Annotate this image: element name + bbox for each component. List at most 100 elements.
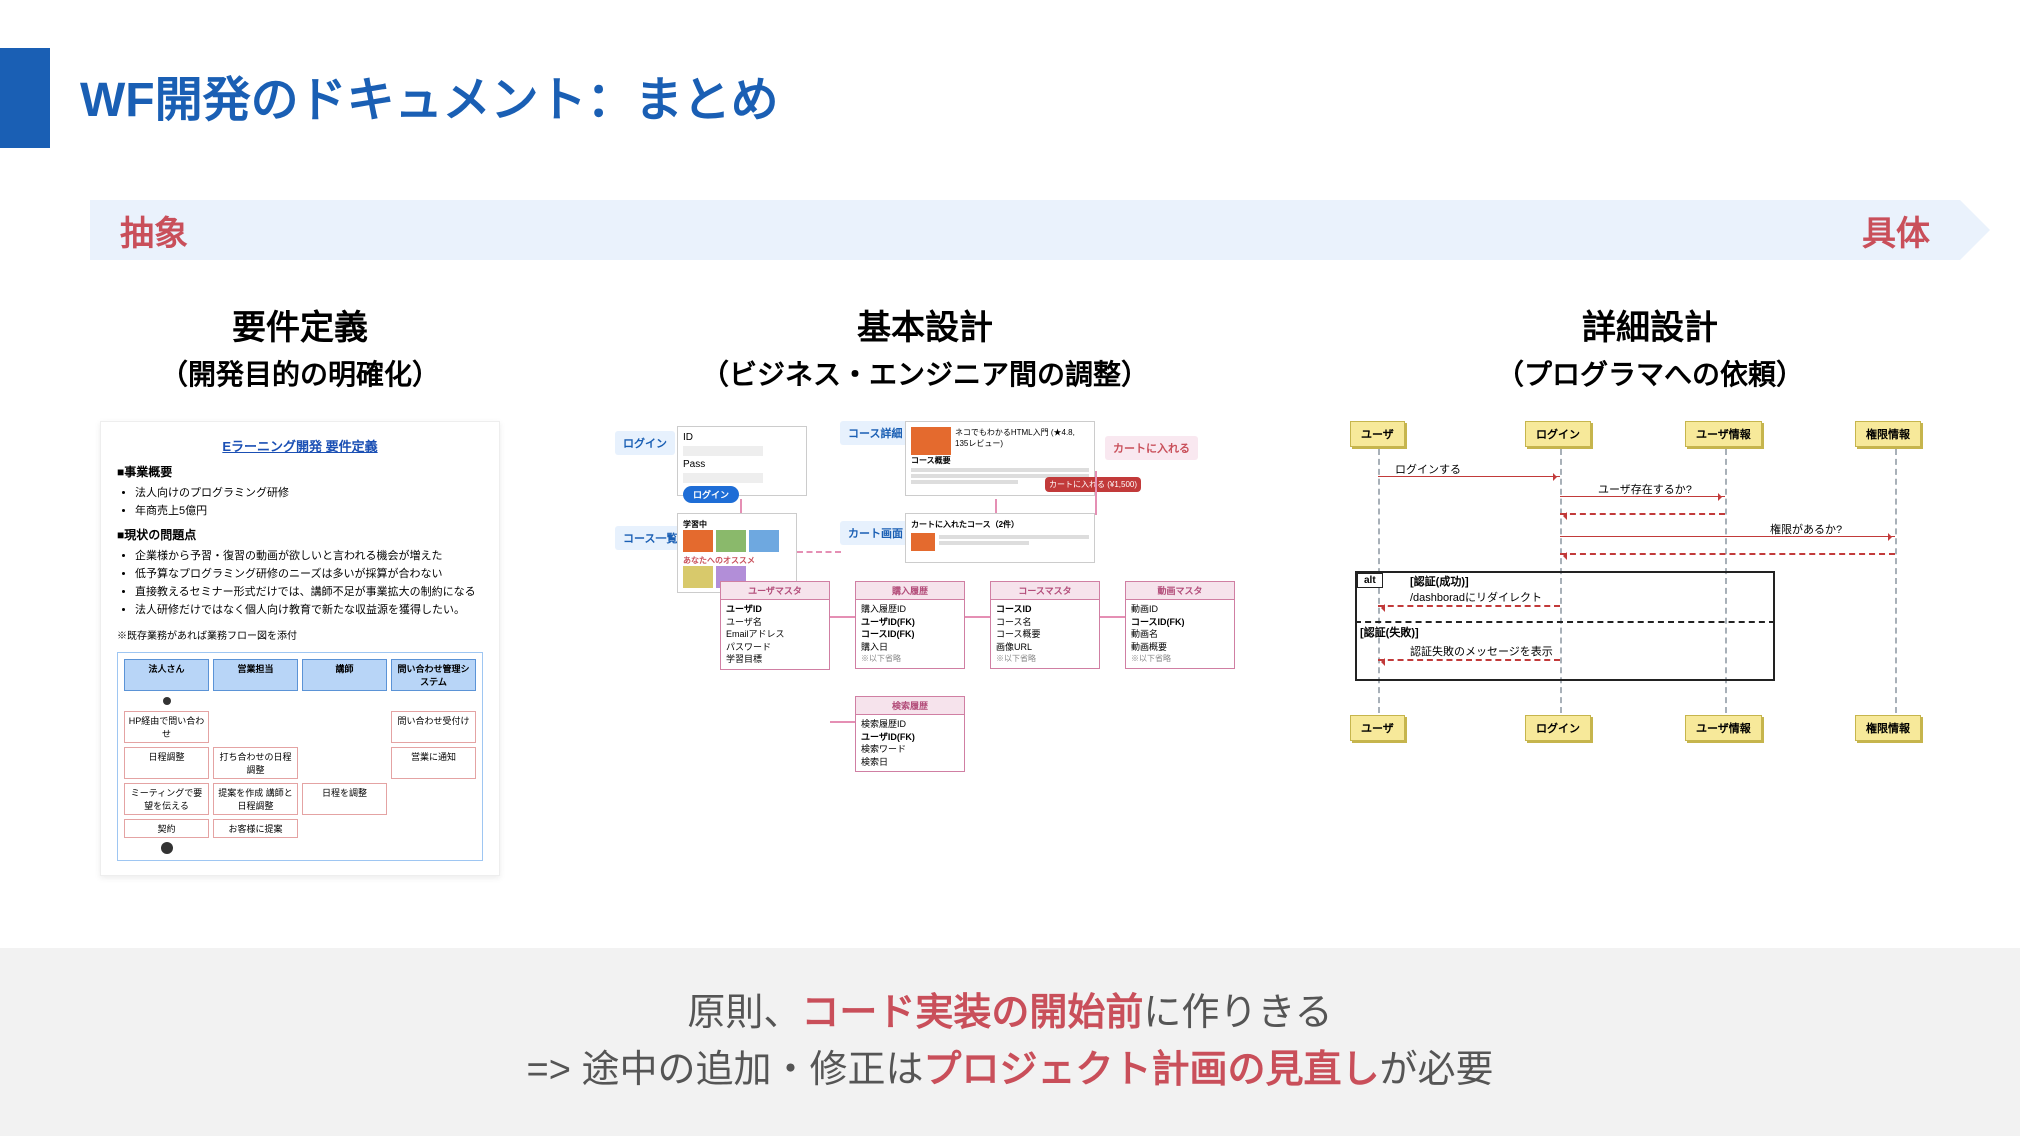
footer-line2: => 途中の追加・修正はプロジェクト計画の見直しが必要 (527, 1042, 1494, 1099)
er-buy: 購入履歴 購入履歴ID ユーザID(FK) コースID(FK) 購入日 ※以下省… (855, 581, 965, 669)
footer-l1a: 原則、 (687, 992, 801, 1034)
actor-login-b: ログイン (1525, 715, 1591, 741)
col3-heading: 詳細設計 (1582, 300, 1718, 349)
er-row: 購入日 (861, 641, 959, 654)
flow-start (124, 695, 209, 707)
footer-l2c: が必要 (1379, 1049, 1493, 1091)
login-pass-label: Pass (683, 459, 705, 470)
alt-ng: [認証(失敗)] (1360, 624, 1419, 640)
er-row: 動画名 (1131, 628, 1229, 641)
title-accent-bar (0, 48, 50, 148)
flow-cell: 打ち合わせの日程調整 (213, 747, 298, 779)
doc-sec2-item: 企業様から予習・復習の動画が欲しいと言われる機会が増えた (135, 547, 483, 563)
sequence-diagram: ユーザ ログイン ユーザ情報 権限情報 ユーザ ログイン ユーザ情報 権限情報 … (1350, 421, 1950, 741)
flow-cell: ミーティングで要望を伝える (124, 783, 209, 815)
flow-end (124, 842, 209, 854)
flow-cell: 問い合わせ受付け (391, 711, 476, 743)
er-row: 画像URL (996, 641, 1094, 654)
basic-design-thumb: ログイン ID Pass ログイン コース詳細 ネコでもわかるHTML入門 (★… (615, 421, 1235, 811)
footer-l2b: プロジェクト計画の見直し (923, 1049, 1379, 1091)
column-basic-design: 基本設計 （ビジネス・エンジニア間の調整） ログイン ID Pass ログイン … (605, 300, 1245, 876)
er-row: コースID(FK) (1131, 616, 1229, 629)
footer-l1b: コード実装の開始前 (801, 992, 1143, 1034)
column-requirements: 要件定義 （開発目的の明確化） Eラーニング開発 要件定義 ■事業概要 法人向け… (90, 300, 510, 876)
label-add-cart: カートに入れる (1105, 436, 1198, 460)
footer-strip: 原則、コード実装の開始前に作りきる => 途中の追加・修正はプロジェクト計画の見… (0, 948, 2020, 1136)
column-detail-design: 詳細設計 （プログラマへの依頼） ユーザ ログイン ユーザ情報 権限情報 ユーザ… (1340, 300, 1960, 876)
er-row: コースID (996, 603, 1094, 616)
er-row: コース名 (996, 616, 1094, 629)
er-course: コースマスタ コースID コース名 コース概要 画像URL ※以下省略 (990, 581, 1100, 669)
er-row: 購入履歴ID (861, 603, 959, 616)
col1-sub: （開発目的の明確化） (160, 353, 440, 393)
er-row: ※以下省略 (861, 653, 959, 664)
er-user: ユーザマスタ ユーザID ユーザ名 Emailアドレス パスワード 学習目標 (720, 581, 830, 670)
er-row: パスワード (726, 641, 824, 654)
er-row: ※以下省略 (1131, 653, 1229, 664)
actor-userinfo-b: ユーザ情報 (1685, 715, 1762, 741)
label-login: ログイン (615, 431, 675, 455)
label-course-list: コース一覧 (615, 526, 685, 550)
flow-head: 講師 (302, 659, 387, 691)
studying-label: 学習中 (683, 519, 791, 530)
label-cart: カート画面 (840, 521, 911, 545)
col2-sub: （ビジネス・エンジニア間の調整） (701, 353, 1149, 393)
doc-sec2-item: 直接教えるセミナー形式だけでは、講師不足が事業拡大の制約になる (135, 583, 483, 599)
cart-panel: カートに入れたコース（2件） (905, 513, 1095, 563)
label-course-detail: コース詳細 (840, 421, 910, 445)
er-row: 検索ワード (861, 743, 959, 756)
doc-sec1: ■事業概要 (117, 463, 483, 480)
er-buy-title: 購入履歴 (856, 582, 964, 600)
er-user-title: ユーザマスタ (721, 582, 829, 600)
flow-head: 営業担当 (213, 659, 298, 691)
er-row: コースID(FK) (861, 628, 959, 641)
msg-perm-label: 権限があるか? (1770, 521, 1842, 537)
er-row: 動画ID (1131, 603, 1229, 616)
er-search: 検索履歴 検索履歴ID ユーザID(FK) 検索ワード 検索日 (855, 696, 965, 772)
alt-divider (1355, 621, 1775, 623)
col1-heading: 要件定義 (232, 300, 368, 349)
er-row: ユーザID (726, 603, 824, 616)
actor-auth: 権限情報 (1855, 421, 1921, 447)
abstraction-spectrum: 抽象 具体 (90, 200, 1960, 260)
flow-head: 問い合わせ管理システム (391, 659, 476, 691)
msg-user-exists-back (1560, 513, 1725, 515)
actor-auth-b: 権限情報 (1855, 715, 1921, 741)
flow-head: 法人さん (124, 659, 209, 691)
msg-perm-back (1560, 553, 1895, 555)
doc-sec2-item: 低予算なプログラミング研修のニーズは多いが採算が合わない (135, 565, 483, 581)
flow-cell: 営業に通知 (391, 747, 476, 779)
er-row: ユーザ名 (726, 616, 824, 629)
alt-ok-arrow (1378, 605, 1560, 607)
alt-ok-msg: /dashboradにリダイレクト (1410, 589, 1542, 605)
login-panel: ID Pass ログイン (677, 426, 807, 496)
doc-sec2-item: 法人研修だけではなく個人向け教育で新たな収益源を獲得したい。 (135, 601, 483, 617)
doc-title: Eラーニング開発 要件定義 (117, 436, 483, 455)
alt-ok: [認証(成功)] (1410, 573, 1469, 589)
msg-user-exists-label: ユーザ存在するか? (1598, 481, 1692, 497)
doc-sec1-list: 法人向けのプログラミング研修 年商売上5億円 (117, 484, 483, 518)
page-title: WF開発のドキュメント：まとめ (80, 60, 779, 130)
cart-header: カートに入れたコース（2件） (911, 519, 1089, 530)
actor-user-b: ユーザ (1350, 715, 1405, 741)
msg-login-label: ログインする (1395, 461, 1461, 477)
flow-cell: お客様に提案 (213, 819, 298, 838)
requirements-doc-thumb: Eラーニング開発 要件定義 ■事業概要 法人向けのプログラミング研修 年商売上5… (100, 421, 500, 876)
actor-userinfo: ユーザ情報 (1685, 421, 1762, 447)
login-button: ログイン (683, 486, 739, 503)
er-search-title: 検索履歴 (856, 697, 964, 715)
columns-row: 要件定義 （開発目的の明確化） Eラーニング開発 要件定義 ■事業概要 法人向け… (90, 300, 1960, 876)
alt-ng-msg: 認証失敗のメッセージを表示 (1410, 643, 1553, 659)
flow-cell: 提案を作成 講師と日程調整 (213, 783, 298, 815)
er-row: コース概要 (996, 628, 1094, 641)
actor-login: ログイン (1525, 421, 1591, 447)
er-row: ユーザID(FK) (861, 731, 959, 744)
er-movie: 動画マスタ 動画ID コースID(FK) 動画名 動画概要 ※以下省略 (1125, 581, 1235, 669)
doc-flow-table: 法人さん 営業担当 講師 問い合わせ管理システム HP経由で問い合わせ 問い合わ… (117, 652, 483, 861)
er-row: 学習目標 (726, 653, 824, 666)
doc-sec1-item: 年商売上5億円 (135, 502, 483, 518)
flow-cell: 契約 (124, 819, 209, 838)
er-row: 動画概要 (1131, 641, 1229, 654)
actor-user: ユーザ (1350, 421, 1405, 447)
doc-note: ※既存業務があれば業務フロー図を添付 (117, 627, 483, 642)
